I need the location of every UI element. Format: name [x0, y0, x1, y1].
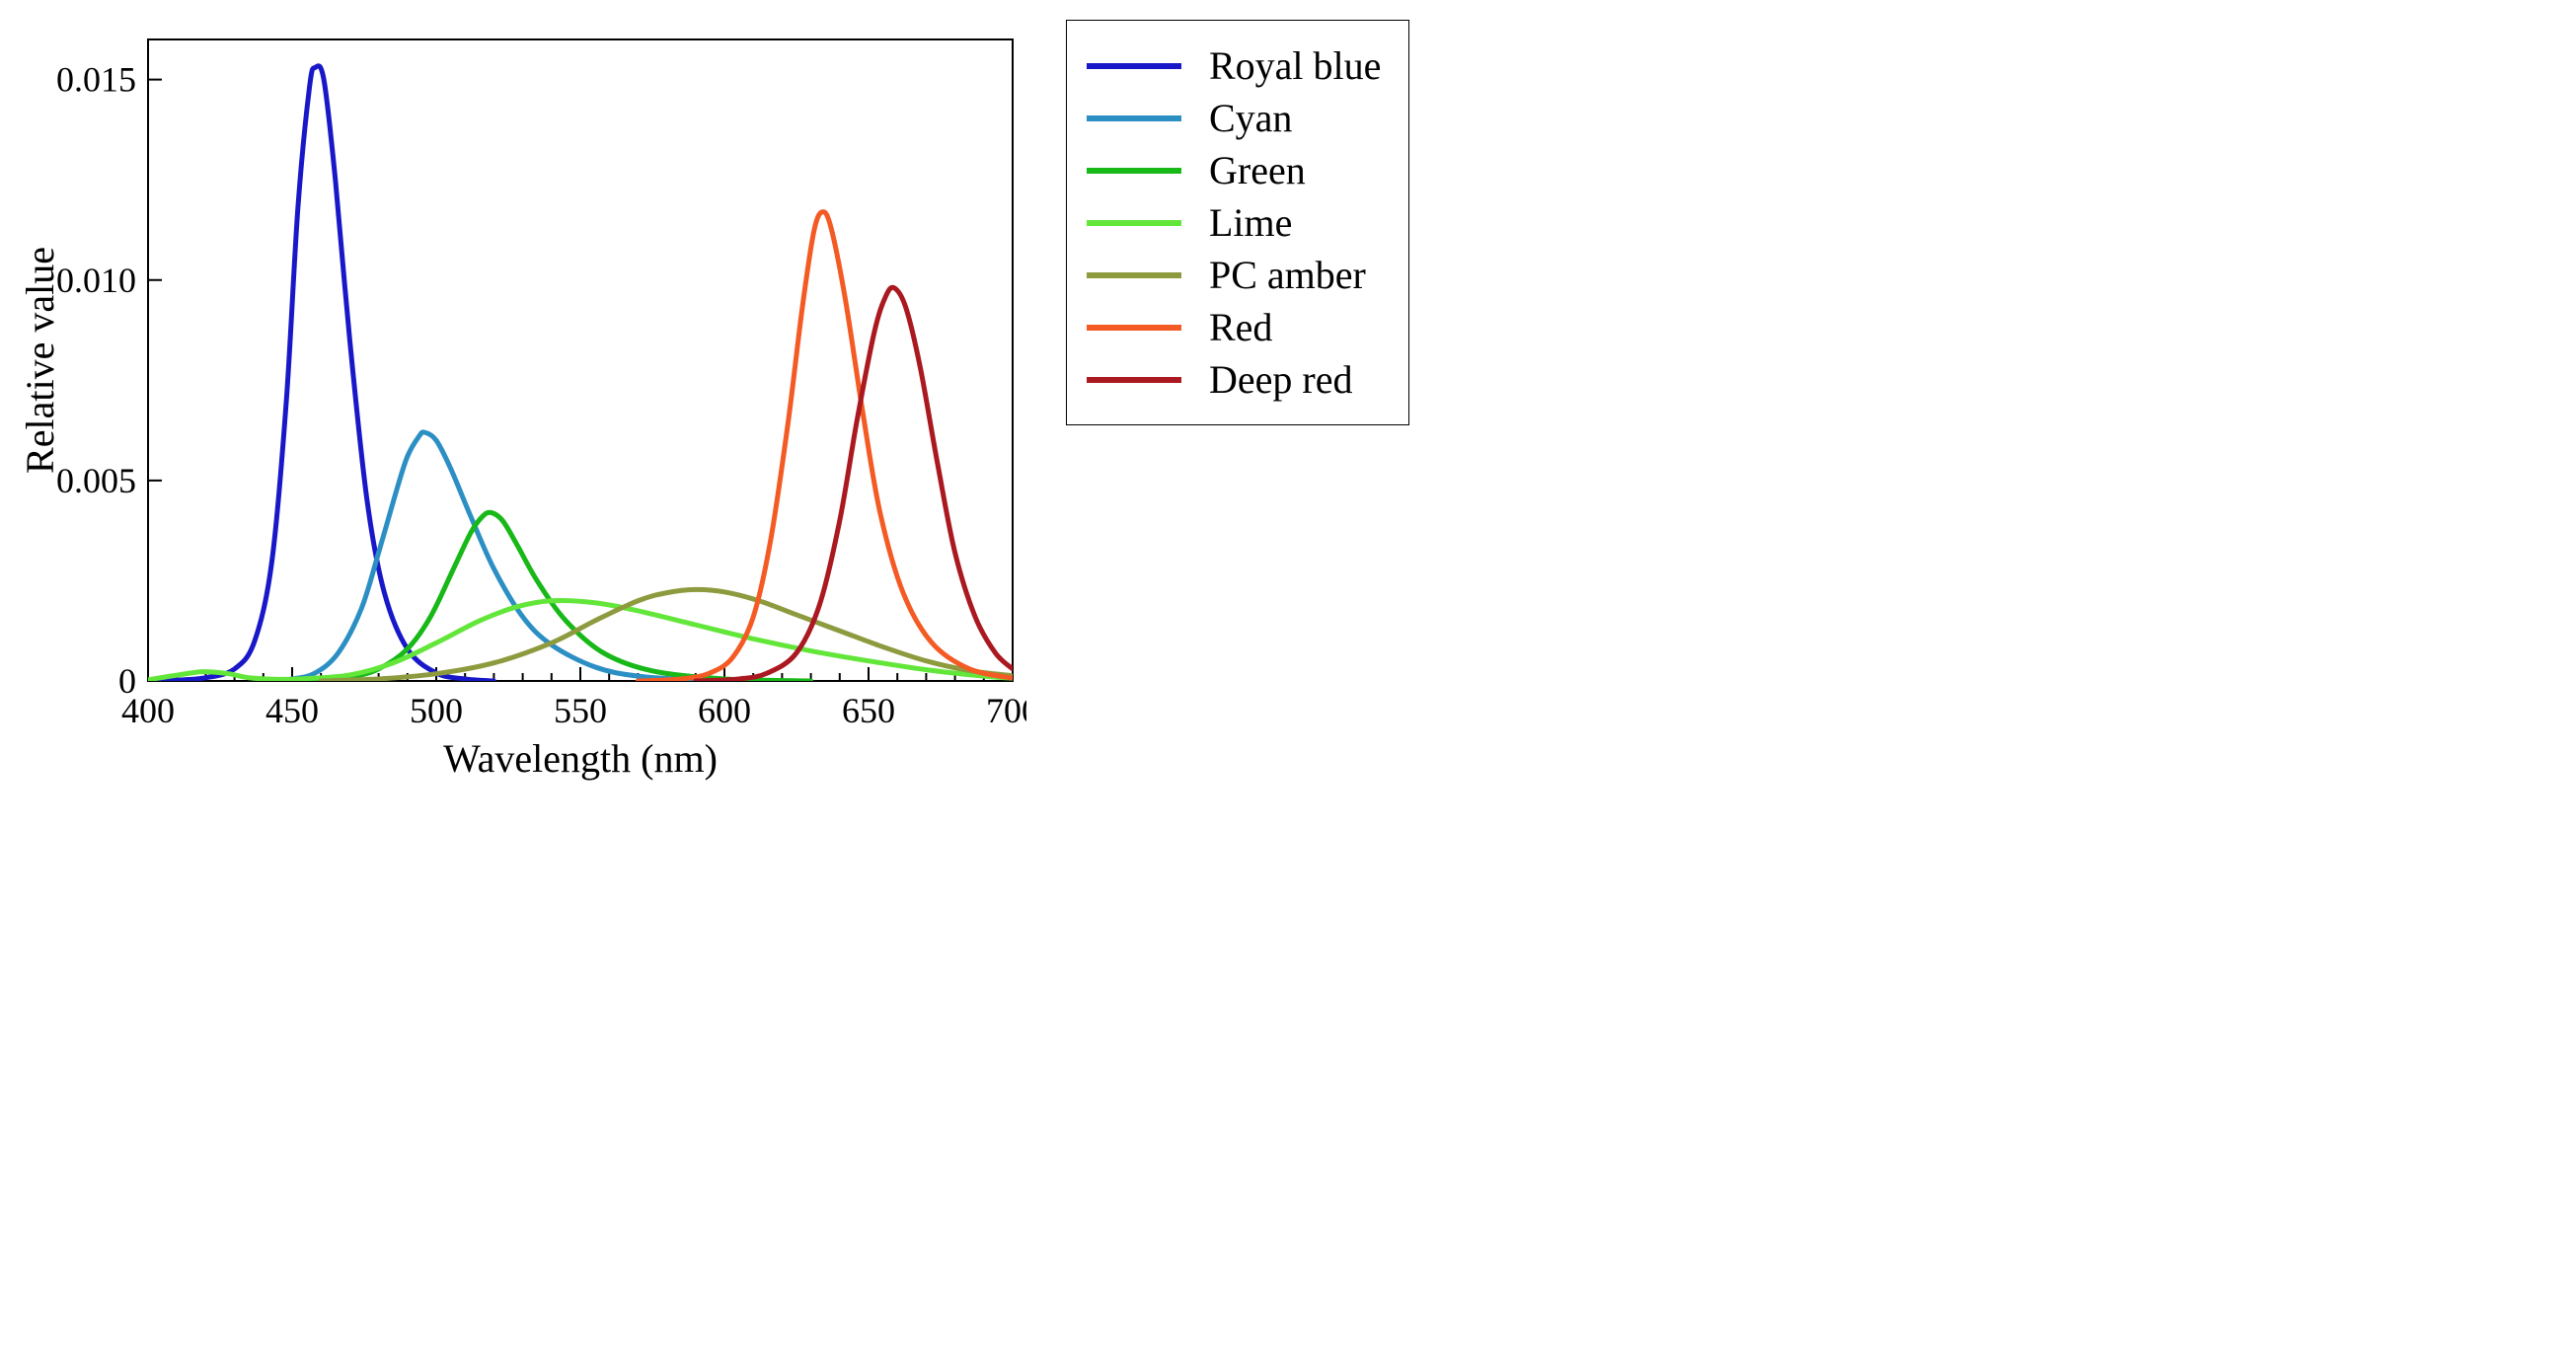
chart-canvas: 40045050055060065070000.0050.0100.015Wav…	[20, 20, 1026, 790]
legend-swatch	[1087, 63, 1181, 69]
legend-item: Red	[1087, 304, 1381, 350]
legend-item: Lime	[1087, 199, 1381, 246]
svg-text:650: 650	[842, 691, 895, 730]
legend-swatch	[1087, 377, 1181, 383]
legend-item: Deep red	[1087, 356, 1381, 403]
spectra-chart: 40045050055060065070000.0050.0100.015Wav…	[20, 20, 1026, 794]
legend-swatch	[1087, 325, 1181, 331]
svg-text:0.010: 0.010	[56, 261, 136, 300]
svg-text:0.015: 0.015	[56, 60, 136, 100]
svg-text:450: 450	[265, 691, 319, 730]
svg-text:700: 700	[986, 691, 1026, 730]
legend-label: Royal blue	[1209, 42, 1381, 89]
legend: Royal blue Cyan Green Lime PC amber Red …	[1066, 20, 1409, 425]
svg-text:0: 0	[118, 661, 136, 701]
legend-swatch	[1087, 220, 1181, 226]
legend-swatch	[1087, 115, 1181, 121]
legend-label: PC amber	[1209, 252, 1366, 298]
legend-label: Red	[1209, 304, 1272, 350]
legend-swatch	[1087, 272, 1181, 278]
svg-text:500: 500	[410, 691, 463, 730]
svg-text:550: 550	[554, 691, 607, 730]
legend-item: Cyan	[1087, 95, 1381, 141]
legend-item: PC amber	[1087, 252, 1381, 298]
legend-label: Deep red	[1209, 356, 1352, 403]
legend-label: Lime	[1209, 199, 1292, 246]
svg-text:0.005: 0.005	[56, 461, 136, 500]
legend-label: Cyan	[1209, 95, 1292, 141]
legend-swatch	[1087, 168, 1181, 174]
legend-item: Green	[1087, 147, 1381, 193]
svg-text:600: 600	[698, 691, 751, 730]
series-line	[264, 512, 811, 681]
svg-text:Relative value: Relative value	[20, 247, 62, 474]
legend-label: Green	[1209, 147, 1306, 193]
series-line	[638, 212, 1013, 681]
legend-item: Royal blue	[1087, 42, 1381, 89]
svg-text:Wavelength (nm): Wavelength (nm)	[443, 736, 718, 781]
